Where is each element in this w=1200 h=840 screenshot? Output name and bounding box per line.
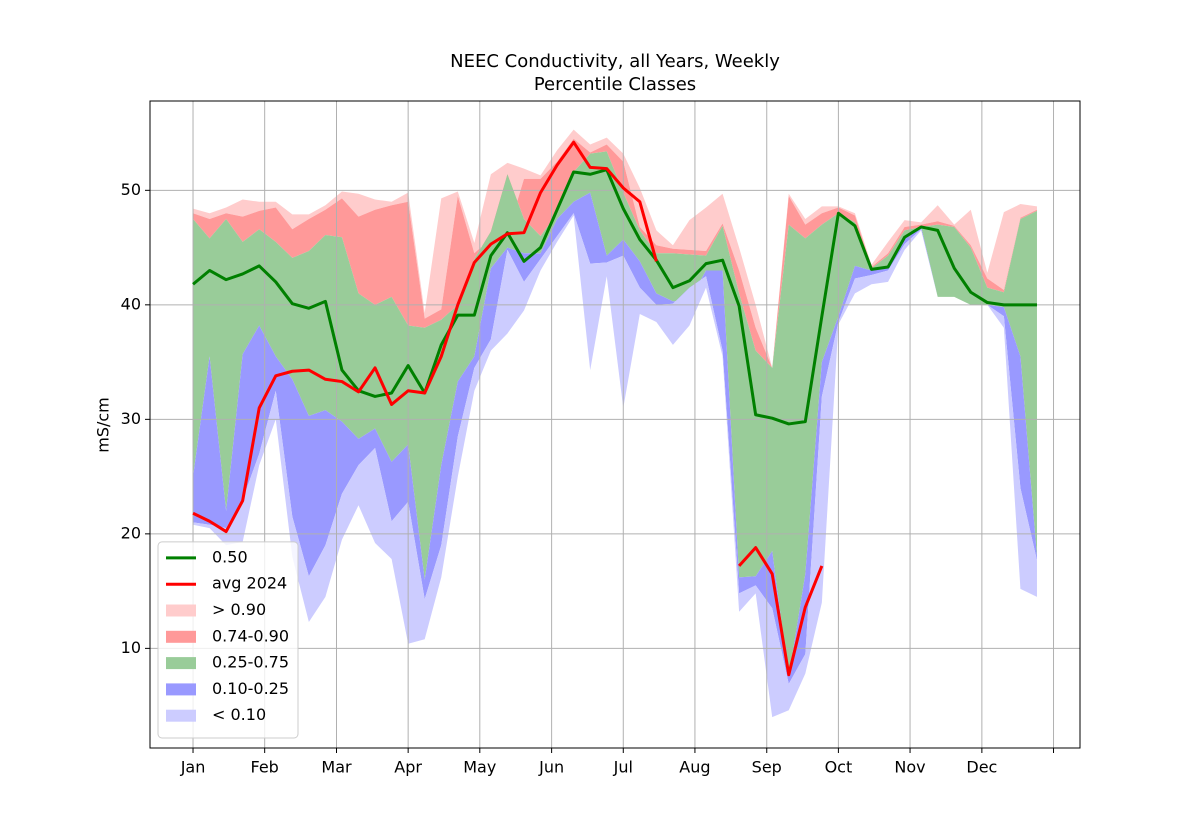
x-tick-label: Feb bbox=[251, 758, 279, 777]
legend-label: 0.74-0.90 bbox=[212, 626, 289, 645]
series-line bbox=[192, 140, 658, 534]
legend-label: 0.25-0.75 bbox=[212, 653, 289, 672]
band-area bbox=[193, 192, 1037, 684]
y-tick-label: 20 bbox=[121, 523, 141, 542]
y-tick-label: 50 bbox=[121, 180, 141, 199]
x-tick-label: May bbox=[463, 758, 496, 777]
legend-label: > 0.90 bbox=[212, 600, 266, 619]
y-tick-label: 30 bbox=[121, 409, 141, 428]
legend-swatch bbox=[166, 683, 196, 696]
x-tick-label: Oct bbox=[825, 758, 853, 777]
series-line bbox=[737, 546, 824, 677]
x-tick-label: Sep bbox=[752, 758, 782, 777]
x-tick-label: Jun bbox=[538, 758, 564, 777]
plot-frame bbox=[149, 100, 1081, 749]
legend-swatch bbox=[166, 630, 196, 643]
x-tick-label: Dec bbox=[966, 758, 997, 777]
x-tick-label: Jul bbox=[613, 758, 633, 777]
band-area bbox=[193, 138, 1037, 368]
x-tick-label: Nov bbox=[894, 758, 925, 777]
chart-title: NEEC Conductivity, all Years, Weekly bbox=[450, 51, 780, 72]
legend-swatch bbox=[166, 709, 196, 722]
legend-swatch bbox=[166, 604, 196, 617]
legend-label: 0.10-0.25 bbox=[212, 679, 289, 698]
x-tick-label: Aug bbox=[679, 758, 710, 777]
y-tick-label: 10 bbox=[121, 638, 141, 657]
x-tick-label: Apr bbox=[394, 758, 422, 777]
y-tick-label: 40 bbox=[121, 294, 141, 313]
x-tick-label: Mar bbox=[321, 758, 352, 777]
y-axis-label: mS/cm bbox=[94, 397, 113, 453]
band-area bbox=[193, 213, 1037, 718]
x-tick-label: Jan bbox=[180, 758, 206, 777]
series-line bbox=[192, 168, 1037, 426]
chart-subtitle: Percentile Classes bbox=[534, 74, 696, 95]
legend-label: avg 2024 bbox=[212, 574, 287, 593]
legend-label: < 0.10 bbox=[212, 705, 266, 724]
legend-swatch bbox=[166, 657, 196, 670]
legend-label: 0.50 bbox=[212, 547, 248, 566]
